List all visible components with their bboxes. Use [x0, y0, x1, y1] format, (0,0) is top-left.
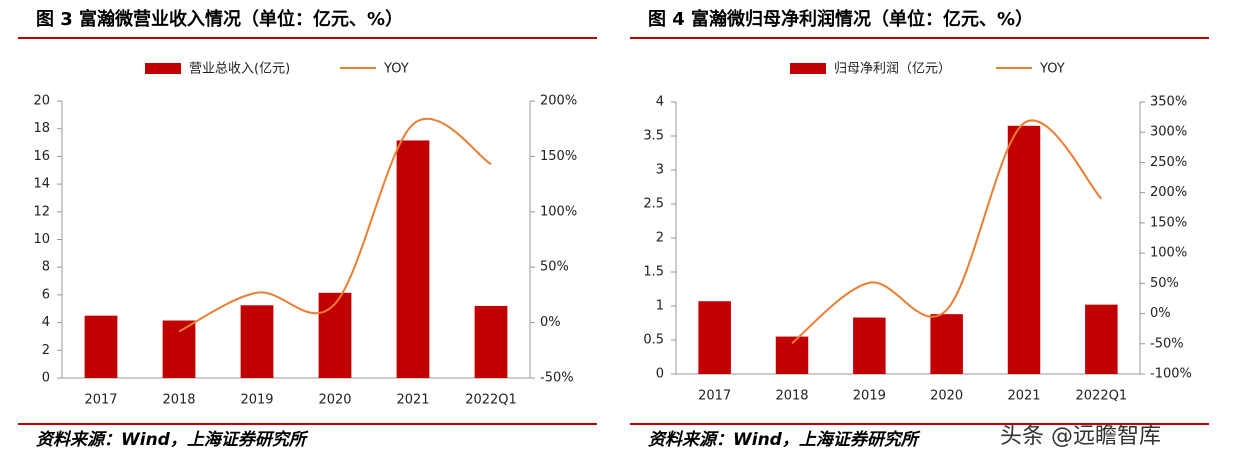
y2-tick-label: 0%	[1150, 306, 1171, 321]
x-tick-label: 2018	[162, 393, 195, 408]
bar	[474, 305, 508, 378]
y-tick-label: 1	[656, 299, 664, 314]
y2-tick-label: 200%	[540, 94, 577, 109]
bar	[318, 292, 352, 378]
legend-swatch	[790, 63, 826, 74]
x-tick-label: 2022Q1	[465, 393, 517, 408]
y-tick-label: 2.5	[643, 197, 664, 212]
bar	[240, 305, 274, 378]
y-tick-label: 0	[656, 367, 664, 382]
watermark: 头条 @远瞻智库	[1000, 424, 1161, 449]
x-tick-label: 2021	[1007, 389, 1040, 404]
y2-tick-label: 100%	[540, 204, 577, 219]
y-tick-label: 14	[33, 177, 50, 192]
source: 资料来源：Wind，上海证券研究所	[36, 430, 309, 450]
y-tick-label: 18	[33, 121, 50, 136]
y-tick-label: 6	[42, 287, 50, 302]
y2-tick-label: 0%	[540, 315, 561, 330]
chart-title: 图 3 富瀚微营业收入情况（单位：亿元、%）	[36, 8, 403, 30]
legend-label: 归母净利润（亿元）	[834, 62, 951, 77]
y2-tick-label: 150%	[1150, 215, 1187, 230]
x-tick-label: 2017	[84, 393, 117, 408]
y2-tick-label: 200%	[1150, 185, 1187, 200]
bar	[853, 317, 886, 374]
legend-label: YOY	[1039, 62, 1065, 77]
bar	[1085, 304, 1118, 374]
y-tick-label: 20	[33, 94, 50, 109]
y-tick-label: 0	[42, 371, 50, 386]
bar	[930, 314, 963, 374]
y-tick-label: 8	[42, 260, 50, 275]
legend-label: YOY	[383, 62, 409, 77]
y-tick-label: 12	[33, 204, 50, 219]
y2-tick-label: 150%	[540, 149, 577, 164]
x-tick-label: 2019	[240, 393, 273, 408]
x-tick-label: 2019	[853, 389, 886, 404]
y2-tick-label: 250%	[1150, 155, 1187, 170]
y2-tick-label: 100%	[1150, 246, 1187, 261]
y2-tick-label: 350%	[1150, 95, 1187, 110]
y-tick-label: 1.5	[643, 265, 664, 280]
x-tick-label: 2022Q1	[1076, 389, 1128, 404]
y2-tick-label: 50%	[1150, 276, 1179, 291]
y-tick-label: 3.5	[643, 129, 664, 144]
bar	[698, 301, 731, 374]
x-tick-label: 2018	[775, 389, 808, 404]
bar	[396, 140, 430, 378]
y2-tick-label: -50%	[1150, 336, 1184, 351]
y2-tick-label: 300%	[1150, 125, 1187, 140]
y-tick-label: 4	[656, 95, 664, 110]
legend-swatch	[145, 63, 181, 74]
y-tick-label: 2	[656, 231, 664, 246]
y-tick-label: 2	[42, 343, 50, 358]
yoy-line	[791, 119, 1103, 344]
y-tick-label: 4	[42, 315, 50, 330]
y2-tick-label: -50%	[540, 371, 574, 386]
chart-title: 图 4 富瀚微归母净利润情况（单位：亿元、%）	[648, 8, 1033, 30]
x-tick-label: 2017	[698, 389, 731, 404]
y2-tick-label: 50%	[540, 260, 569, 275]
x-tick-label: 2020	[318, 393, 351, 408]
x-tick-label: 2020	[930, 389, 963, 404]
y-tick-label: 0.5	[643, 333, 664, 348]
source: 资料来源：Wind，上海证券研究所	[648, 430, 921, 450]
y-tick-label: 16	[33, 149, 50, 164]
bar	[162, 320, 196, 378]
x-tick-label: 2021	[396, 393, 429, 408]
yoy-line	[178, 117, 492, 333]
bar	[84, 315, 118, 378]
y-tick-label: 3	[656, 163, 664, 178]
bar	[1007, 125, 1041, 374]
legend-label: 营业总收入(亿元)	[189, 62, 290, 77]
y2-tick-label: -100%	[1150, 367, 1192, 382]
y-tick-label: 10	[33, 232, 50, 247]
